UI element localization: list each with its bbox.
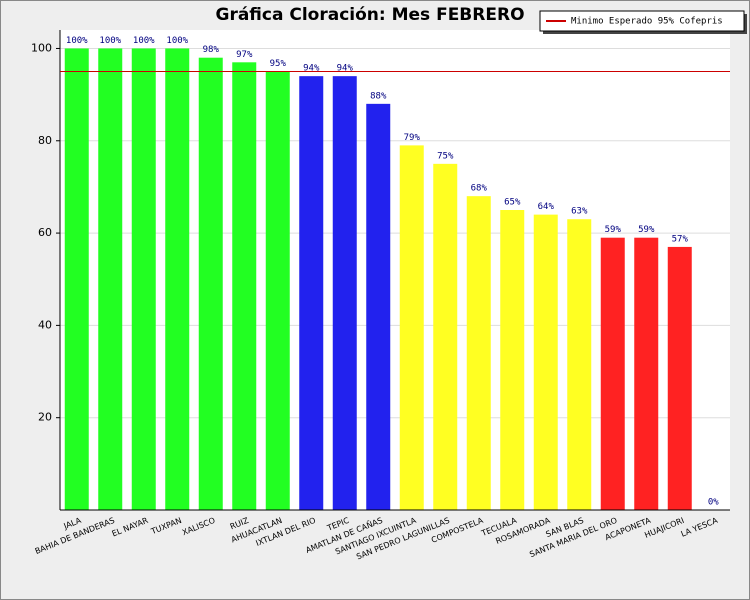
value-label: 94% [303,64,320,74]
plot-area [60,30,730,510]
bar [332,76,357,511]
bar [466,196,491,510]
value-label: 59% [638,225,655,235]
bar [165,48,190,510]
value-label: 68% [471,184,488,194]
value-label: 75% [437,151,454,161]
bar [600,237,625,510]
bar [433,163,458,510]
y-tick-label: 60 [38,226,52,239]
bar [232,62,257,511]
bar [198,57,223,510]
value-label: 100% [99,36,121,46]
value-label: 63% [571,207,588,217]
value-label: 59% [605,225,622,235]
value-label: 88% [370,91,387,101]
chart-title: Gráfica Cloración: Mes FEBRERO [215,5,524,25]
value-label: 98% [203,45,220,55]
bar [500,210,525,510]
bar [567,219,592,510]
bar [299,76,324,511]
bar [399,145,424,510]
value-label: 79% [404,133,421,143]
value-label: 100% [66,36,88,46]
value-label: 0% [708,498,719,508]
value-label: 100% [133,36,155,46]
y-tick-label: 40 [38,318,52,331]
value-label: 65% [504,198,521,208]
bar [265,71,290,511]
legend [539,10,745,32]
y-tick-label: 80 [38,134,52,147]
bar [366,103,391,510]
value-label: 95% [270,59,287,69]
value-label: 64% [538,202,555,212]
bar [634,237,659,510]
value-label: 57% [672,234,689,244]
value-label: 100% [166,36,188,46]
legend-label: Minimo Esperado 95% Cofepris [571,17,723,27]
bar [533,214,558,510]
value-label: 94% [337,64,354,74]
bar [64,48,89,510]
bar [667,246,692,510]
value-label: 97% [236,50,253,60]
y-tick-label: 100 [31,41,52,54]
bar [98,48,123,510]
y-tick-label: 20 [38,411,52,424]
bar [131,48,156,510]
